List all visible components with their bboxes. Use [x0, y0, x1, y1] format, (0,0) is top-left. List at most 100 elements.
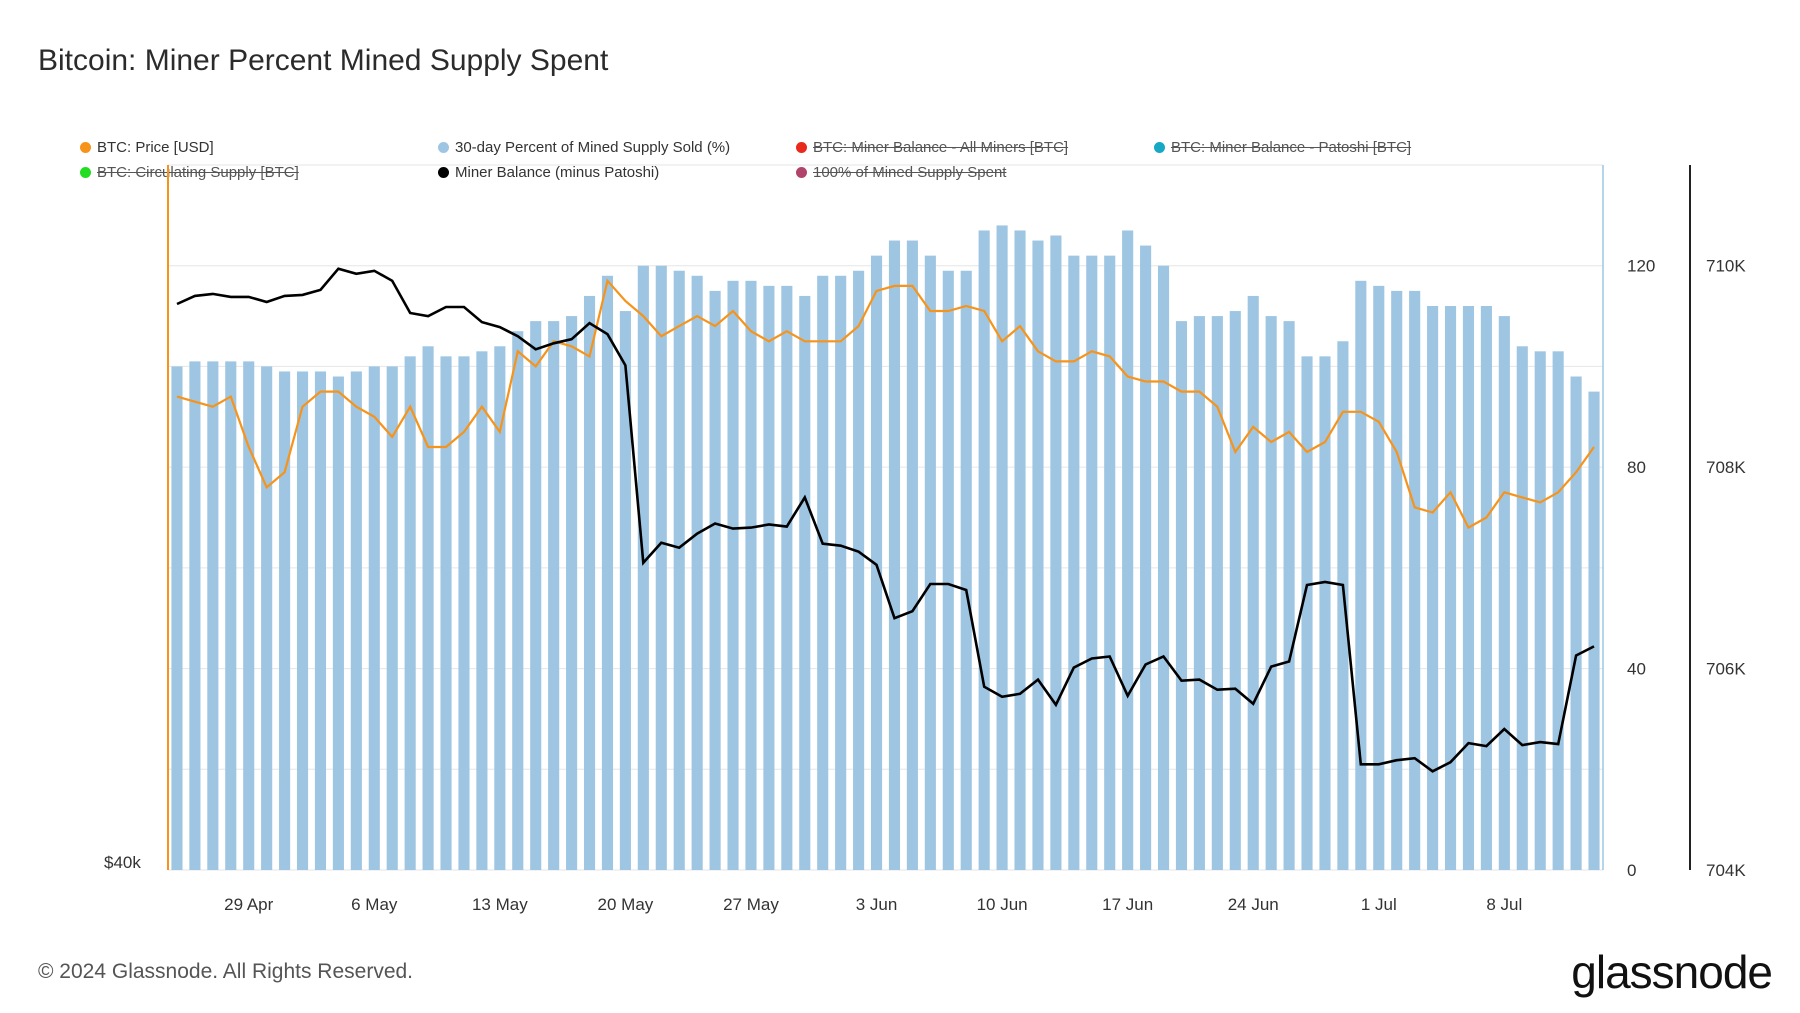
- legend-item-miner-balance-minus-patoshi[interactable]: Miner Balance (minus Patoshi): [438, 164, 659, 181]
- percent-sold-bar: [1122, 230, 1134, 870]
- legend-dot-icon: [438, 142, 449, 153]
- percent-sold-bar: [601, 275, 614, 870]
- percent-sold-bar: [548, 321, 560, 870]
- percent-sold-bar: [673, 270, 685, 870]
- percent-sold-bar: [1319, 356, 1331, 870]
- percent-tick-label: 40: [1627, 660, 1646, 679]
- percent-sold-bar: [835, 275, 847, 870]
- percent-sold-bar: [1498, 316, 1510, 871]
- percent-sold-bar: [1265, 316, 1277, 871]
- percent-sold-bar: [1157, 265, 1170, 870]
- percent-sold-bar: [1570, 376, 1582, 870]
- legend-item-miner-balance-patoshi[interactable]: BTC: Miner Balance - Patoshi [BTC]: [1154, 139, 1411, 156]
- percent-sold-bar: [1391, 290, 1403, 871]
- percent-sold-bar: [1301, 356, 1313, 870]
- percent-sold-bar: [243, 361, 255, 870]
- percent-tick-label: 0: [1627, 861, 1636, 880]
- percent-sold-bar: [225, 361, 237, 870]
- percent-sold-bar: [1247, 295, 1259, 870]
- x-tick-label: 1 Jul: [1361, 895, 1397, 914]
- percent-sold-bar: [1086, 255, 1098, 871]
- x-tick-label: 10 Jun: [977, 895, 1028, 914]
- x-tick-label: 17 Jun: [1102, 895, 1153, 914]
- percent-sold-bar: [314, 371, 327, 870]
- chart-title: Bitcoin: Miner Percent Mined Supply Spen…: [38, 44, 609, 77]
- legend-label: BTC: Price [USD]: [97, 139, 214, 156]
- percent-sold-bar: [512, 331, 524, 870]
- percent-sold-bar: [1552, 351, 1564, 871]
- percent-sold-bar: [476, 351, 488, 871]
- percent-sold-bar: [1534, 351, 1546, 871]
- balance-tick-label: 704K: [1706, 861, 1746, 880]
- legend-label: 100% of Mined Supply Spent: [813, 164, 1007, 181]
- axis-labels: 29 Apr 6 May 13 May 20 May 27 May 3 Jun 10 Jun…: [224, 257, 1746, 914]
- percent-sold-bar: [296, 371, 309, 870]
- glassnode-logo: glassnode: [1571, 946, 1773, 998]
- percent-sold-bar: [655, 265, 667, 870]
- percent-sold-bar: [853, 270, 865, 870]
- percent-tick-label: 120: [1627, 257, 1655, 276]
- percent-sold-bar: [1068, 255, 1080, 871]
- copyright-footer: © 2024 Glassnode. All Rights Reserved.: [38, 960, 414, 983]
- percent-sold-bar: [619, 311, 631, 870]
- percent-sold-bar: [763, 285, 775, 870]
- gridlines: [168, 164, 1603, 871]
- bar-series: [171, 225, 1600, 871]
- legend-item-price[interactable]: BTC: Price [USD]: [80, 139, 214, 156]
- percent-sold-bar: [1175, 321, 1188, 870]
- percent-sold-bar: [494, 346, 506, 870]
- percent-sold-bar: [1588, 391, 1600, 870]
- percent-sold-bar: [440, 356, 452, 870]
- legend-dot-icon: [796, 142, 807, 153]
- price-axis-label: $40k: [104, 853, 141, 872]
- percent-sold-bar: [1444, 306, 1457, 870]
- legend-item-full-supply-spent[interactable]: 100% of Mined Supply Spent: [796, 164, 1006, 181]
- percent-sold-bar: [888, 240, 901, 871]
- percent-sold-bar: [637, 265, 649, 870]
- percent-sold-bar: [1050, 235, 1062, 870]
- percent-sold-bar: [1229, 311, 1241, 870]
- percent-sold-bar: [1140, 245, 1152, 871]
- percent-sold-bar: [368, 366, 380, 870]
- percent-sold-bar: [404, 356, 416, 870]
- legend-label: BTC: Miner Balance - All Miners [BTC]: [813, 139, 1069, 156]
- legend-dot-icon: [1154, 142, 1165, 153]
- legend-item-percent-sold[interactable]: 30-day Percent of Mined Supply Sold (%): [438, 139, 730, 156]
- percent-sold-bar: [1283, 321, 1295, 870]
- percent-sold-bar: [189, 361, 201, 870]
- percent-sold-bar: [1427, 306, 1439, 870]
- percent-sold-bar: [870, 255, 883, 871]
- percent-sold-bar: [422, 346, 434, 870]
- x-tick-label: 3 Jun: [856, 895, 898, 914]
- legend-dot-icon: [796, 167, 807, 178]
- legend-label: BTC: Miner Balance - Patoshi [BTC]: [1171, 139, 1412, 156]
- percent-sold-bar: [530, 321, 542, 870]
- percent-sold-bar: [709, 290, 721, 871]
- percent-sold-bar: [1032, 240, 1044, 871]
- percent-sold-bar: [171, 366, 183, 870]
- legend: BTC: Price [USD] 30-day Percent of Mined…: [80, 139, 1480, 199]
- percent-sold-bar: [261, 366, 273, 870]
- percent-tick-label: 80: [1627, 458, 1646, 477]
- percent-sold-bar: [1211, 316, 1223, 871]
- legend-item-circulating-supply[interactable]: BTC: Circulating Supply [BTC]: [80, 164, 299, 181]
- percent-sold-bar: [691, 275, 703, 870]
- percent-sold-bar: [1462, 306, 1475, 870]
- percent-sold-bar: [745, 280, 757, 871]
- percent-sold-bar: [279, 371, 291, 870]
- percent-sold-bar: [332, 376, 344, 870]
- percent-sold-bar: [1373, 285, 1385, 870]
- balance-tick-label: 706K: [1706, 660, 1746, 679]
- percent-sold-bar: [817, 275, 829, 870]
- price-line: [176, 278, 1595, 530]
- x-tick-label: 13 May: [472, 895, 528, 914]
- percent-sold-bar: [978, 230, 990, 870]
- legend-item-miner-balance-all[interactable]: BTC: Miner Balance - All Miners [BTC]: [796, 139, 1068, 156]
- percent-sold-bar: [458, 356, 470, 870]
- percent-sold-bar: [583, 295, 596, 870]
- legend-dot-icon: [80, 142, 91, 153]
- percent-sold-bar: [1480, 306, 1492, 870]
- percent-sold-bar: [1355, 280, 1367, 871]
- percent-sold-bar: [924, 255, 936, 871]
